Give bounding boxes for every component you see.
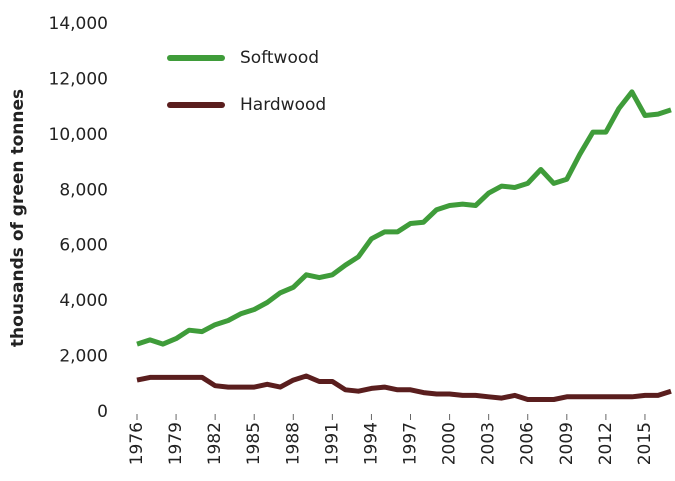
x-tick-label: 1988 <box>283 422 303 465</box>
x-tick-label: 1979 <box>166 422 186 465</box>
y-tick-label: 2,000 <box>59 347 108 367</box>
x-tick-label: 1994 <box>361 422 381 465</box>
y-axis-label: thousands of green tonnes <box>8 89 28 347</box>
x-tick-label: 2003 <box>479 422 499 465</box>
legend-label: Hardwood <box>240 95 326 115</box>
y-tick-label: 6,000 <box>59 236 108 256</box>
x-tick-label: 1997 <box>401 422 421 465</box>
y-tick-label: 14,000 <box>49 14 108 34</box>
line-series <box>136 373 672 402</box>
y-tick-label: 0 <box>97 402 108 422</box>
x-tick-label: 1985 <box>244 422 264 465</box>
y-tick-label: 10,000 <box>49 125 108 145</box>
x-tick-label: 2006 <box>518 422 538 465</box>
x-tick-label: 2015 <box>635 422 655 465</box>
x-tick-label: 2012 <box>596 422 616 465</box>
y-tick-label: 12,000 <box>49 69 108 89</box>
x-tick-label: 1976 <box>127 422 147 465</box>
x-tick-label: 1982 <box>205 422 225 465</box>
y-tick-label: 4,000 <box>59 291 108 311</box>
x-tick-label: 2000 <box>440 422 460 465</box>
line-series <box>136 89 672 347</box>
x-tick-label: 2009 <box>557 422 577 465</box>
y-tick-label: 8,000 <box>59 180 108 200</box>
legend-label: Softwood <box>240 48 319 68</box>
x-tick-label: 1991 <box>322 422 342 465</box>
